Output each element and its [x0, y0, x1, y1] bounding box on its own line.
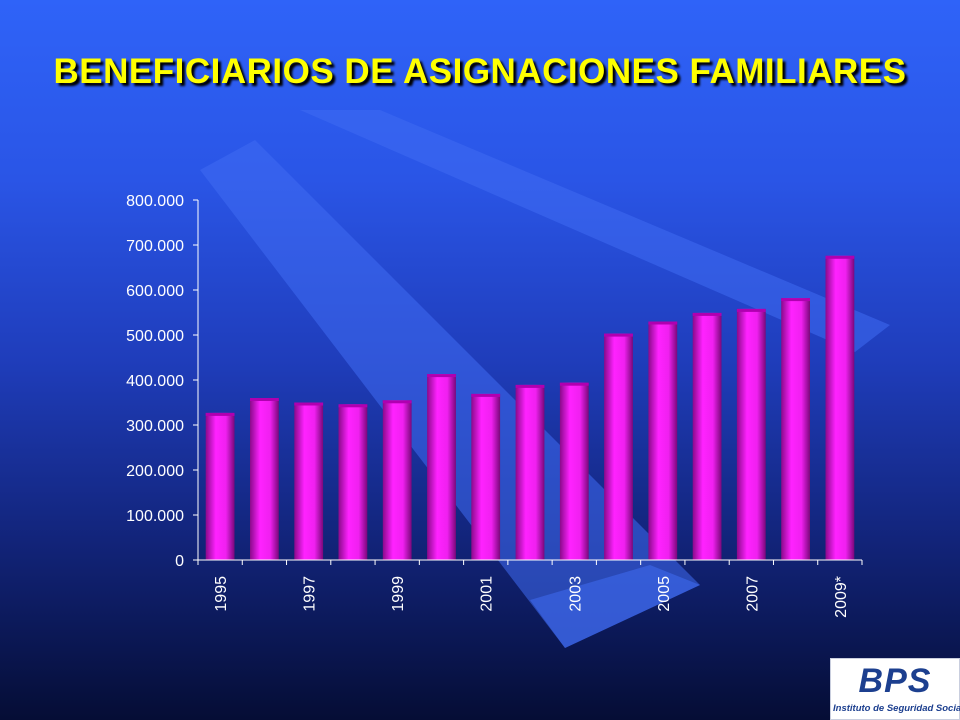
bar-series	[205, 255, 855, 561]
bar-top-2008	[781, 298, 810, 302]
y-axis-tick-labels: 0 100.000 200.000 300.000 400.000 500.000 600.…	[126, 193, 184, 570]
bar-top-1995	[205, 412, 235, 416]
bar-top-2002	[515, 384, 545, 388]
x-tick-label: 2007	[744, 576, 761, 612]
y-tick-label: 0	[175, 553, 184, 570]
bar-top-2009*	[825, 255, 855, 259]
y-tick-label: 700.000	[126, 238, 184, 255]
diagonal-band-3	[530, 565, 700, 648]
logo-subtitle: Instituto de Seguridad Social	[833, 703, 960, 714]
bar-1997	[294, 402, 324, 560]
y-tick-label: 100.000	[126, 508, 184, 525]
x-tick-label: 1997	[302, 576, 319, 612]
x-tick-label: 1999	[390, 576, 407, 612]
x-tick-label: 2009*	[833, 576, 850, 618]
bar-top-1997	[294, 402, 324, 406]
bar-2001	[471, 393, 501, 560]
bar-2002	[515, 384, 545, 560]
x-tick-label: 2003	[567, 576, 584, 612]
slide-title: BENEFICIARIOS DE ASIGNACIONES FAMILIARES	[53, 52, 907, 91]
bar-2004	[604, 333, 633, 560]
x-tick-label: 1995	[213, 576, 230, 612]
bar-top-2005	[648, 321, 678, 325]
y-tick-label: 800.000	[126, 193, 184, 210]
diagonal-band-1	[300, 110, 890, 352]
x-tick-label: 2005	[656, 576, 673, 612]
bar-1995	[205, 412, 235, 560]
bar-2000	[427, 374, 456, 560]
y-tick-label: 300.000	[126, 418, 184, 435]
y-tick-label: 400.000	[126, 373, 184, 390]
y-tick-label: 600.000	[126, 283, 184, 300]
y-tick-label: 200.000	[126, 463, 184, 480]
bar-1999	[382, 400, 412, 561]
bar-top-2006	[692, 312, 722, 316]
y-tick-label: 500.000	[126, 328, 184, 345]
bar-top-1998	[338, 404, 368, 408]
bar-top-1996	[250, 398, 279, 401]
bar-top-1999	[382, 400, 412, 404]
bar-2008	[781, 298, 810, 560]
bar-2006	[692, 312, 722, 560]
bar-2003	[559, 382, 589, 560]
bar-2007	[736, 308, 766, 560]
bar-top-2003	[559, 382, 589, 386]
x-tick-label: 2001	[479, 576, 496, 612]
bar-2009*	[825, 255, 855, 561]
bar-top-2007	[736, 308, 766, 312]
bar-1998	[338, 404, 368, 560]
bar-1996	[250, 398, 279, 560]
bar-top-2001	[471, 393, 501, 397]
bps-logo: BPS Instituto de Seguridad Social	[830, 658, 960, 720]
logo-mark: BPS	[858, 662, 932, 700]
bar-top-2000	[427, 374, 456, 378]
bar-2005	[648, 321, 678, 560]
chart-axes	[193, 199, 863, 565]
bar-top-2004	[604, 333, 633, 337]
x-axis-tick-labels: 1995 1997 1999 2001 2003 2005 2007 2009*	[213, 576, 850, 618]
